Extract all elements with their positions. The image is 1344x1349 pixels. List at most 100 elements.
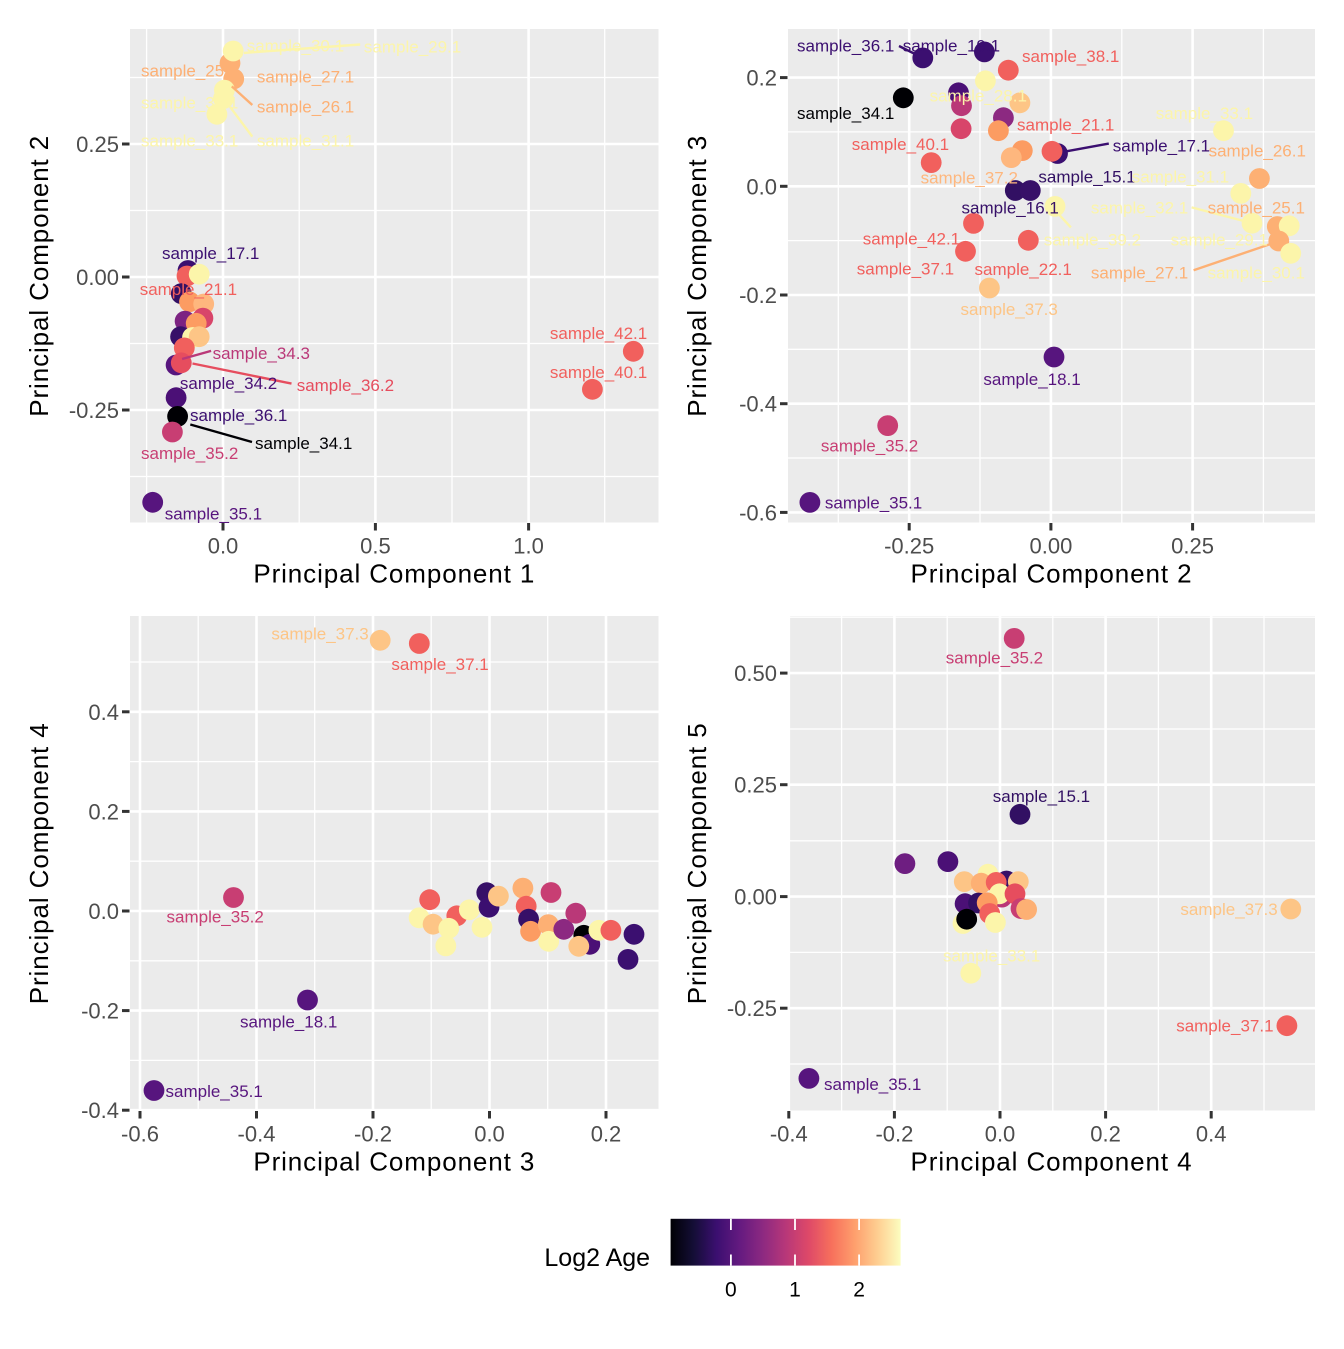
svg-text:sample_25.1: sample_25.1 (141, 61, 238, 80)
svg-text:0.0: 0.0 (746, 174, 777, 199)
svg-text:sample_27.1: sample_27.1 (257, 67, 354, 86)
svg-text:sample_33.1: sample_33.1 (943, 946, 1040, 965)
svg-text:0.50: 0.50 (734, 661, 777, 686)
svg-text:sample_30.1: sample_30.1 (1208, 263, 1305, 282)
svg-text:sample_25.1: sample_25.1 (1208, 199, 1305, 218)
svg-text:sample_36.1: sample_36.1 (190, 406, 287, 425)
svg-text:sample_34.1: sample_34.1 (255, 434, 352, 453)
svg-text:sample_37.3: sample_37.3 (961, 300, 1058, 319)
svg-text:sample_34.3: sample_34.3 (213, 344, 310, 363)
svg-text:Principal Component 1: Principal Component 1 (253, 559, 535, 589)
svg-text:-0.2: -0.2 (81, 999, 119, 1024)
svg-text:sample_37.1: sample_37.1 (1176, 1017, 1273, 1036)
svg-text:-0.25: -0.25 (884, 534, 934, 559)
svg-text:-0.25: -0.25 (727, 996, 777, 1021)
svg-text:sample_18.1: sample_18.1 (983, 370, 1080, 389)
svg-text:-0.4: -0.4 (739, 392, 777, 417)
svg-text:0.00: 0.00 (76, 265, 119, 290)
svg-text:sample_21.1: sample_21.1 (140, 280, 237, 299)
svg-text:Log2 Age: Log2 Age (544, 1244, 650, 1272)
svg-text:Principal Component 4: Principal Component 4 (24, 722, 54, 1004)
svg-text:0.0: 0.0 (474, 1122, 505, 1147)
svg-text:0.00: 0.00 (1029, 534, 1072, 559)
svg-text:-0.6: -0.6 (121, 1122, 159, 1147)
svg-text:sample_37.3: sample_37.3 (1180, 900, 1277, 919)
svg-text:1: 1 (789, 1279, 801, 1302)
svg-text:-0.2: -0.2 (354, 1122, 392, 1147)
svg-text:sample_36.2: sample_36.2 (297, 376, 394, 395)
svg-text:2: 2 (853, 1279, 865, 1302)
svg-text:sample_37.1: sample_37.1 (391, 655, 488, 674)
svg-text:0.0: 0.0 (985, 1122, 1016, 1147)
svg-text:sample_35.1: sample_35.1 (825, 494, 922, 513)
svg-text:0.2: 0.2 (88, 799, 119, 824)
svg-text:0.5: 0.5 (360, 534, 391, 559)
svg-text:0: 0 (725, 1279, 737, 1302)
svg-text:sample_35.1: sample_35.1 (166, 1082, 263, 1101)
svg-text:0.25: 0.25 (76, 132, 119, 157)
svg-text:0.4: 0.4 (1196, 1122, 1227, 1147)
svg-text:sample_35.2: sample_35.2 (167, 908, 264, 927)
svg-text:-0.2: -0.2 (875, 1122, 913, 1147)
svg-text:sample_37.2: sample_37.2 (921, 169, 1018, 188)
svg-text:-0.4: -0.4 (238, 1122, 276, 1147)
svg-text:0.25: 0.25 (1171, 534, 1214, 559)
svg-text:sample_35.2: sample_35.2 (946, 649, 1043, 668)
svg-text:sample_35.1: sample_35.1 (824, 1075, 921, 1094)
svg-text:sample_33.1: sample_33.1 (141, 131, 238, 150)
svg-text:sample_33.1: sample_33.1 (1156, 104, 1253, 123)
svg-text:sample_31.1: sample_31.1 (257, 131, 354, 150)
svg-text:Principal Component 4: Principal Component 4 (911, 1147, 1193, 1177)
svg-text:-0.2: -0.2 (739, 283, 777, 308)
svg-text:sample_36.1: sample_36.1 (797, 37, 894, 56)
svg-text:sample_39.2: sample_39.2 (1044, 230, 1141, 249)
svg-text:Principal Component 5: Principal Component 5 (682, 722, 712, 1004)
svg-text:sample_22.1: sample_22.1 (975, 260, 1072, 279)
svg-text:Principal Component 3: Principal Component 3 (253, 1147, 535, 1177)
svg-text:sample_19.1: sample_19.1 (903, 37, 1000, 56)
svg-text:sample_28.1: sample_28.1 (930, 87, 1027, 106)
svg-text:sample_29.1: sample_29.1 (1171, 230, 1268, 249)
svg-text:sample_16.1: sample_16.1 (962, 199, 1059, 218)
svg-text:sample_15.1: sample_15.1 (1038, 168, 1135, 187)
svg-text:Principal Component 2: Principal Component 2 (24, 135, 54, 417)
svg-text:sample_42.1: sample_42.1 (550, 324, 647, 343)
svg-text:sample_32.1: sample_32.1 (141, 93, 238, 112)
svg-text:0.25: 0.25 (734, 773, 777, 798)
svg-text:-0.25: -0.25 (69, 398, 119, 423)
svg-text:-0.6: -0.6 (739, 500, 777, 525)
svg-text:sample_21.1: sample_21.1 (1017, 116, 1114, 135)
svg-text:sample_35.2: sample_35.2 (821, 437, 918, 456)
svg-text:-0.4: -0.4 (81, 1098, 119, 1123)
svg-text:1.0: 1.0 (513, 534, 544, 559)
svg-text:-0.4: -0.4 (770, 1122, 808, 1147)
svg-text:sample_37.1: sample_37.1 (857, 259, 954, 278)
svg-text:sample_37.3: sample_37.3 (271, 625, 368, 644)
svg-text:sample_26.1: sample_26.1 (257, 97, 354, 116)
svg-text:sample_34.2: sample_34.2 (180, 374, 277, 393)
svg-text:sample_30.1: sample_30.1 (247, 37, 344, 56)
svg-text:sample_27.1: sample_27.1 (1091, 263, 1188, 282)
svg-text:0.00: 0.00 (734, 885, 777, 910)
svg-text:sample_38.1: sample_38.1 (1022, 47, 1119, 66)
svg-text:0.2: 0.2 (591, 1122, 622, 1147)
svg-text:0.4: 0.4 (88, 700, 119, 725)
svg-text:sample_26.1: sample_26.1 (1209, 142, 1306, 161)
svg-text:Principal Component 2: Principal Component 2 (911, 559, 1193, 589)
svg-text:sample_40.1: sample_40.1 (550, 363, 647, 382)
svg-text:0.0: 0.0 (208, 534, 239, 559)
svg-text:sample_34.1: sample_34.1 (797, 104, 894, 123)
svg-text:sample_40.1: sample_40.1 (852, 135, 949, 154)
svg-text:sample_29.1: sample_29.1 (364, 38, 461, 57)
svg-text:sample_15.1: sample_15.1 (993, 787, 1090, 806)
svg-text:sample_18.1: sample_18.1 (240, 1013, 337, 1032)
svg-text:sample_31.1: sample_31.1 (1132, 168, 1229, 187)
svg-text:Principal Component 3: Principal Component 3 (682, 135, 712, 417)
svg-text:sample_35.2: sample_35.2 (141, 444, 238, 463)
svg-text:sample_35.1: sample_35.1 (165, 505, 262, 524)
svg-text:0.2: 0.2 (1090, 1122, 1121, 1147)
svg-text:0.2: 0.2 (746, 66, 777, 91)
svg-text:sample_17.1: sample_17.1 (1113, 136, 1210, 155)
svg-text:sample_32.1: sample_32.1 (1091, 199, 1188, 218)
svg-text:0.0: 0.0 (88, 899, 119, 924)
